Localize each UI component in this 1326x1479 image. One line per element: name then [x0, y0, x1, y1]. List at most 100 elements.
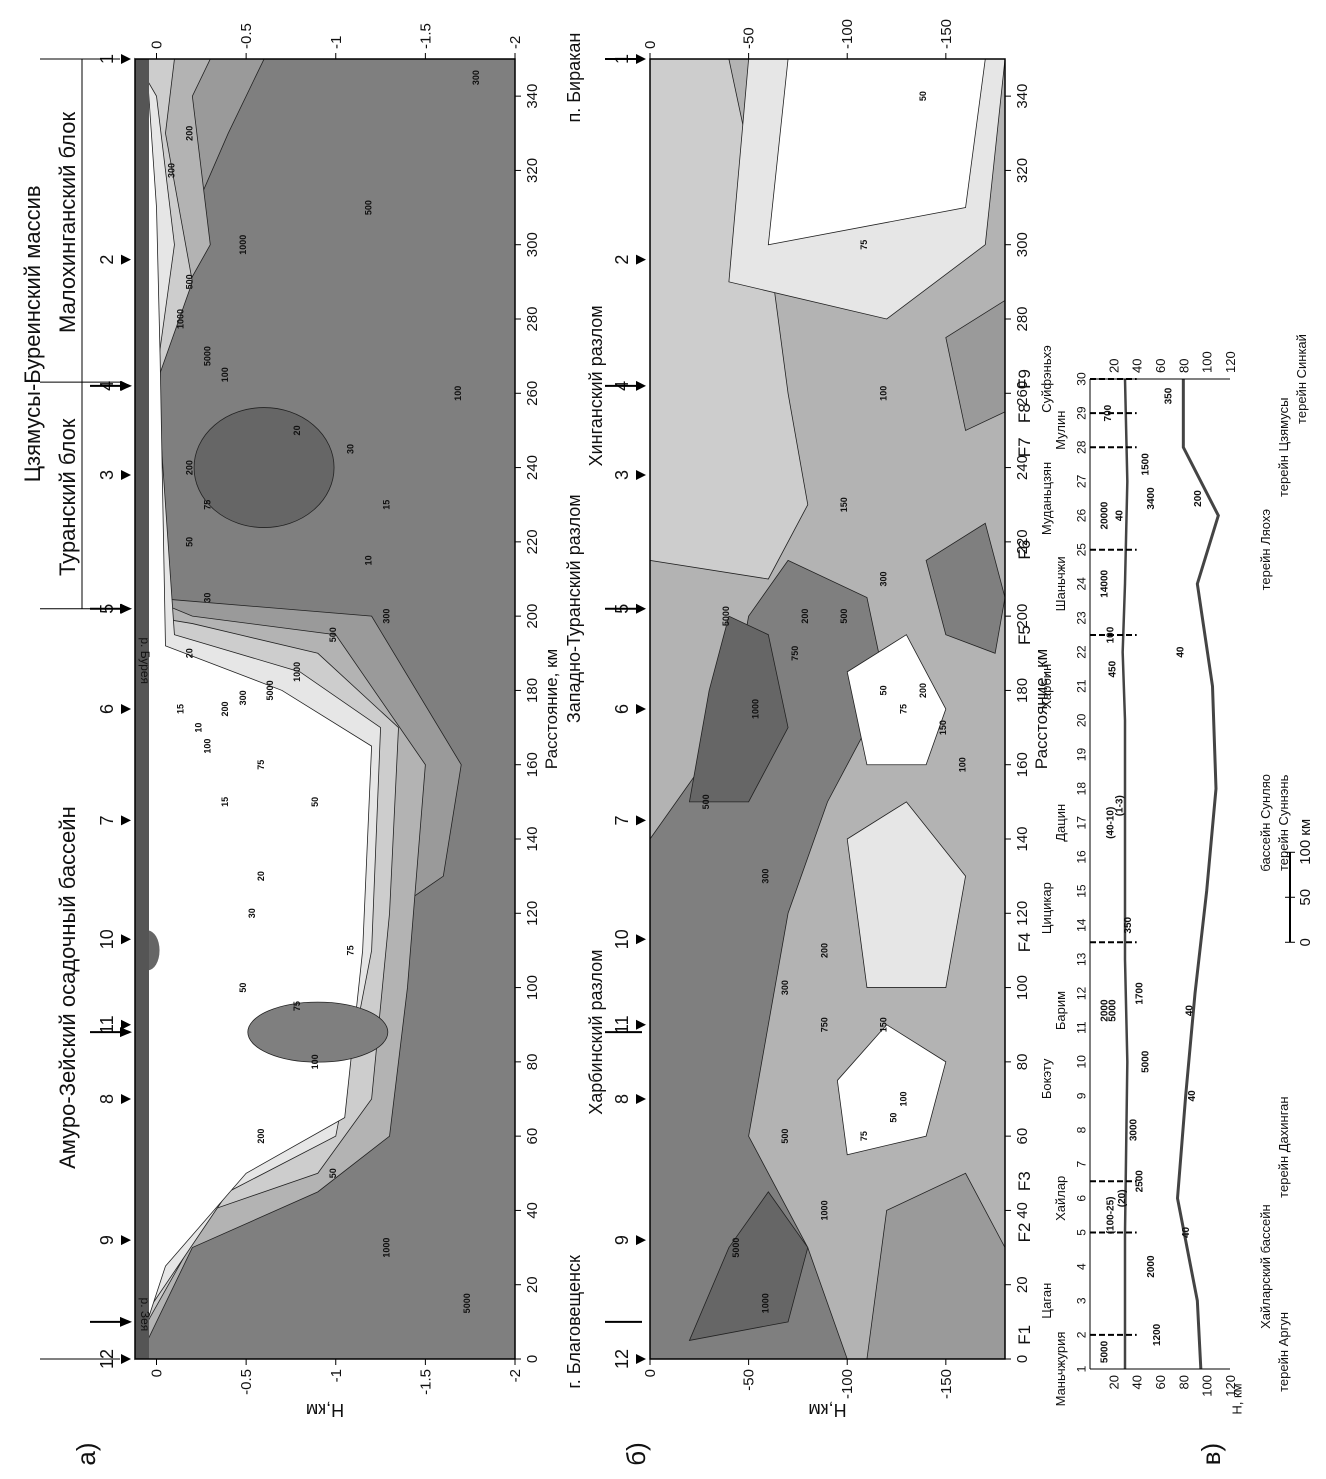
panel-a-contour-label: 10 — [193, 723, 203, 733]
panel-b-contour-label: 50 — [879, 685, 889, 695]
panel-a-contour-label: 500 — [364, 200, 374, 215]
panel-v-station-number: 19 — [1074, 748, 1088, 762]
panel-v-terrane-label: терейн Цзямусы — [1276, 398, 1291, 497]
panel-b-contour-label: 200 — [918, 683, 928, 698]
panel-b-station-marker — [636, 1235, 646, 1246]
panel-v-depth-tick-label: 60 — [1153, 1375, 1168, 1389]
panel-a-contour-label: 30 — [202, 593, 212, 603]
panel-b-station-marker — [636, 704, 646, 714]
panel-a-station-marker — [121, 1019, 131, 1030]
panel-b-contour-label: 50 — [918, 91, 928, 101]
panel-v-place-name: Харбин — [1039, 664, 1054, 709]
panel-v-station-number: 29 — [1074, 406, 1088, 420]
panel-a-depth-tick-label: -2 — [507, 1369, 524, 1382]
panel-a-contour-label: 10 — [364, 555, 374, 565]
panel-b-depth-tick-label: -100 — [839, 1369, 856, 1399]
panel-b-contour-label: 50 — [889, 1113, 899, 1123]
panel-a-high-resistivity-body — [247, 1001, 389, 1063]
scale-bar-unit: км — [1297, 819, 1314, 836]
panel-a-station-number: 2 — [97, 255, 117, 265]
panel-v-station-number: 30 — [1074, 372, 1088, 386]
panel-a-station-number: 3 — [97, 470, 117, 480]
panel-v-station-number: 25 — [1074, 543, 1088, 557]
panel-a-label: а) — [71, 1442, 101, 1465]
panel-a-contour-label: 1000 — [382, 1238, 392, 1258]
panel-v-fault-label: F4 — [1015, 932, 1034, 952]
panel-b-contour-label: 200 — [800, 609, 810, 624]
panel-b-contour-label: 300 — [760, 869, 770, 884]
panel-a-contour-label: 20 — [256, 871, 266, 881]
panel-a-contour-label: 200 — [184, 126, 194, 141]
panel-v-terrane-label: терейн Ляохэ — [1258, 509, 1273, 591]
panel-b-distance-tick-label: 0 — [1014, 1355, 1031, 1363]
panel-b-depth-tick-label: 0 — [642, 1369, 659, 1377]
panel-a-station-marker — [121, 1094, 131, 1104]
panel-b-contour-label: 750 — [820, 1017, 830, 1032]
panel-b-station-marker — [636, 254, 646, 265]
panel-a-depth-tick-label-right: -0.5 — [238, 23, 255, 49]
panel-b-contour-label: 150 — [938, 720, 948, 735]
panel-v-station-number: 22 — [1074, 645, 1088, 659]
panel-v-depth-tick-label-right: 120 — [1223, 351, 1238, 373]
panel-a-station-marker — [121, 704, 131, 714]
panel-a-contour-label: 500 — [328, 627, 338, 642]
panel-b-place-label: п. Биракан — [564, 33, 584, 123]
panel-a-station-number: 10 — [97, 929, 117, 949]
panel-b-contour-label: 500 — [839, 609, 849, 624]
panel-v-depth-tick-label-right: 40 — [1130, 359, 1145, 373]
panel-v-label: в) — [1196, 1443, 1226, 1465]
panel-b-contour-label: 1000 — [750, 699, 760, 719]
panel-a-distance-tick-label: 120 — [524, 901, 541, 926]
panel-b-station-number: 6 — [612, 704, 632, 714]
panel-b-station-number: 8 — [612, 1094, 632, 1104]
panel-a-fault-arrowhead — [120, 1027, 132, 1038]
panel-v-station-number: 9 — [1074, 1092, 1088, 1099]
panel-a-distance-tick-label: 340 — [524, 84, 541, 109]
panel-v-station-number: 3 — [1074, 1297, 1088, 1304]
panel-v-value-label: 40 — [1181, 1226, 1192, 1238]
panel-v-moho-line — [1175, 379, 1220, 1370]
panel-a-contour-label: 200 — [256, 1129, 266, 1144]
panel-a-fault-arrowhead — [120, 603, 132, 614]
panel-b-place-label: г. Благовещенск — [564, 1255, 584, 1389]
panel-v-value-label: 700 — [1103, 404, 1114, 421]
panel-v-depth-tick-label: 20 — [1106, 1375, 1121, 1389]
panel-b-contour-label: 500 — [780, 1129, 790, 1144]
panel-v-station-number: 15 — [1074, 884, 1088, 898]
panel-a-depth-tick-label: -1 — [328, 1369, 345, 1382]
panel-b-distance-tick-label: 200 — [1014, 604, 1031, 629]
panel-v-value-label: 1700 — [1135, 982, 1146, 1005]
panel-a-distance-tick-label: 220 — [524, 529, 541, 554]
panel-a-depth-tick-label: 0 — [149, 1369, 166, 1377]
panel-a-distance-tick-label: 240 — [524, 455, 541, 480]
panel-b-distance-tick-label: 20 — [1014, 1276, 1031, 1293]
panel-a-contour-label: 75 — [256, 760, 266, 770]
panel-a-contour-label: 300 — [471, 70, 481, 85]
panel-a-contour-label: 300 — [166, 163, 176, 178]
panel-a-distance-tick-label: 200 — [524, 604, 541, 629]
panel-v-value-label: 350 — [1123, 916, 1134, 933]
panel-a-distance-tick-label: 300 — [524, 232, 541, 257]
panel-v-station-number: 27 — [1074, 474, 1088, 488]
panel-b-station-marker — [636, 470, 646, 480]
panel-v-depth-tick-label: 100 — [1200, 1375, 1215, 1397]
panel-b-distance-tick-label: 220 — [1014, 529, 1031, 554]
panel-b-depth-tick-label: -50 — [741, 1369, 758, 1391]
panel-v-depth-tick-label: 80 — [1176, 1375, 1191, 1389]
panel-b-contour-label: 500 — [701, 794, 711, 809]
panel-v-place-name: Шаньчжи — [1053, 556, 1068, 611]
panel-v-value-label: 5000 — [1108, 999, 1119, 1022]
panel-b-distance-tick-label: 60 — [1014, 1128, 1031, 1145]
panel-v-place-name: Цицикар — [1039, 882, 1054, 934]
panel-a-surface-band — [135, 59, 149, 1359]
panel-v-station-number: 18 — [1074, 782, 1088, 796]
panel-b-depth-tick-label: -150 — [938, 1369, 955, 1399]
panel-a-high-resistivity-body — [193, 407, 335, 528]
panel-v-terrane-label: терейн Дахинган — [1276, 1096, 1291, 1197]
panel-a-axes: 0 0 -0.5 -0.5 -1 -1 -1.5 -1.5 -2 -2 H,км 0 20 40 60 80 1… — [149, 23, 561, 1420]
panel-v-station-number: 6 — [1074, 1195, 1088, 1202]
panel-a-contour-label: 5000 — [265, 680, 275, 700]
panel-v-station-number: 21 — [1074, 679, 1088, 693]
panel-v-value-label: 20000 — [1100, 501, 1111, 529]
